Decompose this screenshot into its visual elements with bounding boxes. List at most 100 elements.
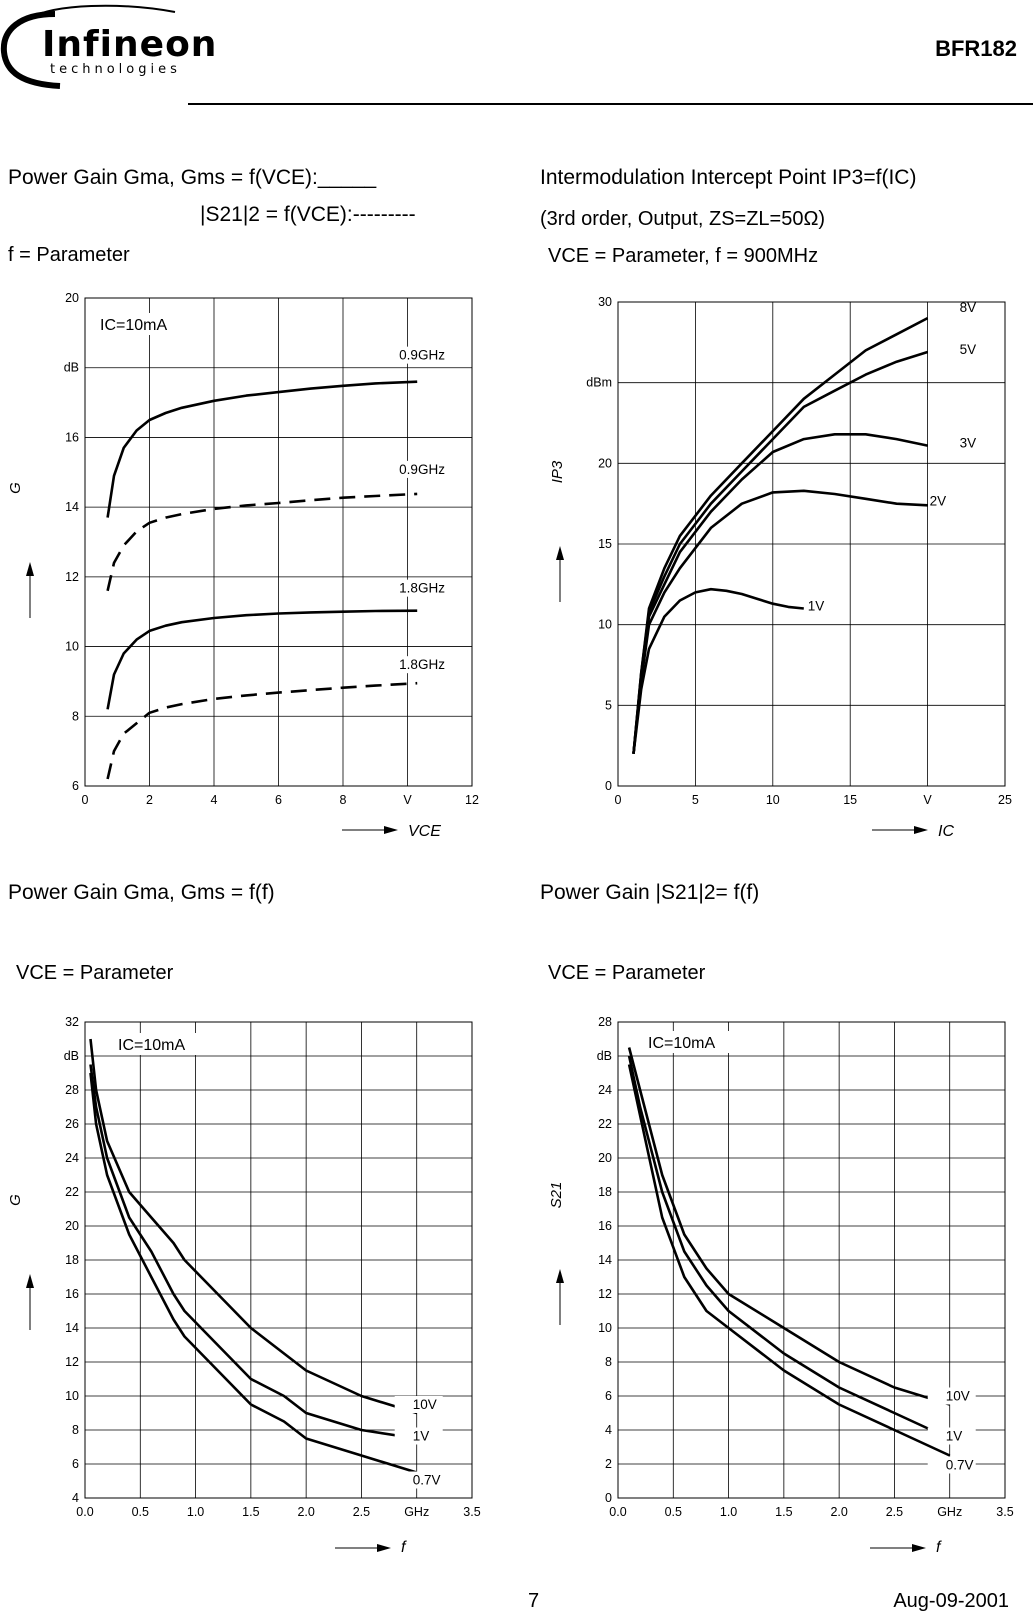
y-tick-label: dB <box>64 361 79 375</box>
y-tick-label: dBm <box>586 376 612 390</box>
series-label-bg <box>927 1427 976 1445</box>
y-tick-label: 16 <box>65 430 79 444</box>
y-tick-label: 5 <box>605 698 612 712</box>
y-tick-label: 2 <box>605 1457 612 1471</box>
y-tick-label: 6 <box>72 779 79 793</box>
y-tick-label: 18 <box>65 1253 79 1267</box>
series-label: 1V <box>413 1429 430 1444</box>
annotation-bg <box>644 1031 738 1053</box>
x-axis-arrowhead <box>914 826 928 834</box>
title-top-right: Intermodulation Intercept Point IP3=f(IC… <box>540 166 917 189</box>
infineon-logo <box>0 4 176 89</box>
x-tick-label: 2 <box>146 793 153 807</box>
series-label: 8V <box>960 300 977 315</box>
part-number: BFR182 <box>935 36 1017 61</box>
x-tick-label: 2.5 <box>886 1505 903 1519</box>
y-tick-label: 8 <box>605 1355 612 1369</box>
y-tick-label: 6 <box>605 1389 612 1403</box>
x-tick-label: 2.0 <box>297 1505 314 1519</box>
x-tick-label: 3.5 <box>463 1505 480 1519</box>
series-line-2v <box>632 489 928 754</box>
title-top-left-line3: f = Parameter <box>8 244 130 266</box>
title-top-right-line2: (3rd order, Output, ZS=ZL=50Ω) <box>540 208 826 230</box>
y-tick-label: 4 <box>605 1423 612 1437</box>
y-tick-label: dB <box>597 1049 612 1063</box>
series-label: 10V <box>946 1389 970 1404</box>
y-tick-label: 20 <box>65 1219 79 1233</box>
y-tick-label: 8 <box>72 1423 79 1437</box>
page-number: 7 <box>528 1590 540 1612</box>
y-tick-label: 12 <box>65 570 79 584</box>
series-label-bg <box>395 460 444 478</box>
series-line-0p9ghz <box>106 492 418 592</box>
y-tick-label: dB <box>64 1049 79 1063</box>
title-bottom-right: Power Gain |S21|2= f(f) <box>540 881 760 904</box>
x-tick-label: 15 <box>843 793 857 807</box>
annotation-ic: IC=10mA <box>118 1037 185 1054</box>
y-axis-arrowhead <box>26 1274 34 1288</box>
y-axis-arrowhead <box>26 562 34 576</box>
series-label: 1.8GHz <box>399 657 445 672</box>
x-tick-label: 10 <box>766 793 780 807</box>
x-tick-label: 6 <box>275 793 282 807</box>
x-axis-arrowhead <box>384 826 398 834</box>
x-tick-label: 0.0 <box>609 1505 626 1519</box>
y-tick-label: 10 <box>65 640 79 654</box>
y-tick-label: 6 <box>72 1457 79 1471</box>
y-tick-label: 20 <box>598 1151 612 1165</box>
series-label-bg <box>927 1456 976 1474</box>
y-tick-label: 10 <box>598 1321 612 1335</box>
y-tick-label: 20 <box>65 291 79 305</box>
y-tick-label: 15 <box>598 537 612 551</box>
x-axis-label: VCE <box>408 823 441 840</box>
series-line-8v <box>632 316 929 754</box>
annotation-bg <box>114 1033 208 1055</box>
x-tick-label: V <box>403 793 412 807</box>
x-tick-label: 0 <box>615 793 622 807</box>
x-tick-label: 0 <box>82 793 89 807</box>
series-label: 0.7V <box>413 1473 441 1488</box>
series-label: 3V <box>960 436 977 451</box>
series-label: 10V <box>413 1397 437 1412</box>
x-tick-label: 2.0 <box>830 1505 847 1519</box>
y-tick-label: 18 <box>598 1185 612 1199</box>
series-label-bg <box>394 1471 443 1489</box>
y-tick-label: 16 <box>65 1287 79 1301</box>
y-tick-label: 30 <box>598 295 612 309</box>
title-bottom-left: Power Gain Gma, Gms = f(f) <box>8 881 275 904</box>
header-rule <box>188 103 1033 105</box>
series-label-bg <box>395 346 444 364</box>
y-tick-label: 24 <box>65 1151 79 1165</box>
series-label-bg <box>394 1427 443 1445</box>
series-line-5v <box>632 350 928 754</box>
x-tick-label: 0.5 <box>132 1505 149 1519</box>
x-axis-arrowhead <box>912 1544 926 1552</box>
series-label: 0.9GHz <box>399 462 445 477</box>
series-label: 1V <box>808 599 825 614</box>
y-tick-label: 20 <box>598 456 612 470</box>
logo-swoosh-top <box>29 4 176 19</box>
y-tick-label: 28 <box>598 1015 612 1029</box>
y-axis-arrowhead <box>556 546 564 560</box>
series-line-1p8ghz <box>106 609 418 710</box>
y-tick-label: 8 <box>72 709 79 723</box>
logo-wordmark: Infineon <box>42 24 218 65</box>
x-tick-label: 4 <box>211 793 218 807</box>
title-top-right-line3: VCE = Parameter, f = 900MHz <box>548 245 819 267</box>
series-line-0p9ghz <box>106 380 418 518</box>
x-axis-label: IC <box>938 823 954 840</box>
series-label-bg <box>395 579 444 597</box>
y-tick-label: 16 <box>598 1219 612 1233</box>
x-tick-label: 1.5 <box>775 1505 792 1519</box>
y-tick-label: 14 <box>598 1253 612 1267</box>
y-tick-label: 32 <box>65 1015 79 1029</box>
series-label-bg <box>927 1387 976 1405</box>
y-tick-label: 26 <box>65 1117 79 1131</box>
annotation-bg <box>96 313 190 335</box>
x-tick-label: 8 <box>340 793 347 807</box>
y-tick-label: 14 <box>65 1321 79 1335</box>
series-label: 2V <box>930 493 947 508</box>
logo-swoosh <box>0 11 61 89</box>
title-bottom-right-line2: VCE = Parameter <box>548 962 706 984</box>
x-tick-label: 12 <box>465 793 479 807</box>
